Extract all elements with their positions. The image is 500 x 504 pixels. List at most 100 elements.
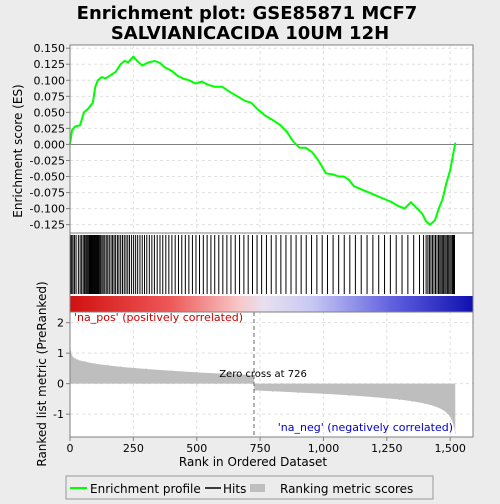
enrichment-point	[207, 83, 209, 86]
enrichment-point	[375, 194, 378, 197]
ranking-point	[272, 390, 274, 392]
enrichment-point	[425, 220, 427, 223]
ranking-point	[221, 372, 223, 375]
legend-ranking-label: Ranking metric scores	[280, 482, 413, 496]
rank-y-tick-label: -1	[53, 408, 64, 421]
ranking-point	[120, 366, 122, 368]
enrichment-point	[250, 101, 253, 104]
enrichment-point	[434, 219, 436, 221]
enrichment-point	[236, 95, 239, 98]
enrichment-point	[271, 119, 274, 121]
enrichment-point	[181, 77, 184, 80]
ranking-point	[71, 356, 74, 358]
es-y-tick-label: -0.050	[30, 171, 65, 184]
ranking-point	[84, 361, 86, 363]
es-y-tick-label: 0.100	[34, 74, 66, 87]
enrichment-point	[114, 71, 117, 73]
enrichment-point	[159, 62, 161, 64]
es-y-tick-label: 0.150	[34, 42, 66, 55]
rank-x-tick-label: 1,500	[434, 442, 466, 455]
enrichment-profile-points	[69, 55, 457, 226]
rank-x-axis-ticks: 0 250 500 750 1,000 1,250 1,500	[67, 437, 466, 455]
es-plot-area	[70, 45, 473, 233]
enrichment-point	[94, 85, 97, 88]
enrichment-point	[360, 188, 363, 191]
ranking-point	[424, 402, 426, 405]
enrichment-point	[141, 64, 144, 67]
es-y-tick-label: -0.100	[30, 203, 65, 216]
ranking-point	[246, 374, 249, 376]
enrichment-point	[332, 173, 335, 176]
enrichment-point	[285, 130, 288, 133]
ranking-point	[107, 364, 109, 366]
enrichment-point	[170, 69, 173, 72]
enrichment-point	[213, 85, 216, 88]
enrichment-point	[396, 204, 398, 207]
ranking-color-strip	[70, 296, 473, 312]
es-y-tick-label: -0.125	[30, 219, 65, 232]
ranked-metric-panel: Zero cross at 726 'na_pos' (positively c…	[35, 281, 474, 469]
enrichment-point	[83, 111, 85, 114]
enrichment-point	[176, 74, 179, 77]
rank-x-tick-label: 750	[250, 442, 271, 455]
enrichment-point	[97, 79, 99, 82]
es-y-axis-ticks: 0.150 0.125 0.100 0.075 0.050 0.025 0.000 -0.02…	[30, 42, 70, 232]
rank-x-tick-label: 500	[186, 442, 207, 455]
enrichment-point	[279, 124, 282, 127]
ranking-point	[450, 418, 453, 420]
enrichment-point	[109, 74, 112, 76]
enrichment-point	[164, 66, 166, 69]
enrichment-point	[292, 140, 294, 143]
enrichment-score-panel: 0.150 0.125 0.100 0.075 0.050 0.025 0.000 -0.02…	[11, 42, 474, 234]
hits-panel	[69, 232, 474, 313]
rank-plot-border	[69, 311, 474, 438]
enrichment-point	[403, 207, 406, 210]
ranking-point	[297, 391, 299, 394]
rank-x-tick-label: 1,000	[308, 442, 340, 455]
enrichment-point	[429, 223, 431, 226]
enrichment-point	[71, 129, 73, 132]
enrichment-point	[127, 61, 130, 64]
neg-correlated-label: 'na_neg' (negatively correlated)	[278, 421, 453, 434]
enrichment-point	[154, 60, 156, 62]
enrichment-point	[391, 201, 393, 204]
enrichment-point	[132, 55, 135, 58]
hits-barcode-lines	[70, 235, 455, 294]
legend-hits-label: Hits	[223, 482, 246, 496]
legend: Enrichment profile Hits Ranking metric s…	[65, 475, 434, 500]
enrichment-point	[79, 124, 81, 127]
ranking-point	[454, 432, 456, 434]
enrichment-point	[86, 108, 89, 110]
ranking-point	[453, 425, 455, 427]
enrichment-point	[200, 80, 203, 83]
legend-enrichment-label: Enrichment profile	[90, 482, 201, 496]
enrichment-point	[123, 60, 126, 62]
enrichment-point	[437, 207, 440, 210]
enrichment-point	[256, 108, 259, 110]
ranking-point	[434, 405, 436, 407]
ranking-point	[77, 359, 79, 361]
enrichment-point	[445, 182, 448, 184]
enrichment-point	[92, 101, 94, 104]
enrichment-point	[228, 91, 231, 93]
ranking-point	[145, 368, 147, 370]
ranking-point	[398, 398, 401, 401]
enrichment-point	[441, 198, 444, 200]
es-y-tick-label: 0.075	[34, 90, 66, 103]
enrichment-point	[325, 172, 327, 175]
enrichment-point	[410, 201, 412, 204]
ranking-point	[441, 408, 444, 411]
enrichment-point	[353, 185, 355, 187]
rank-y-axis-ticks: 2 1 0 -1	[53, 317, 70, 421]
rank-x-axis-label: Rank in Ordered Dataset	[179, 455, 327, 469]
ranking-point	[411, 400, 413, 402]
ranking-point	[196, 371, 198, 373]
rank-x-tick-label: 250	[123, 442, 144, 455]
es-y-tick-label: 0.050	[34, 106, 66, 119]
enrichment-point	[147, 61, 150, 64]
enrichment-point	[449, 169, 451, 171]
enrichment-point	[244, 100, 246, 102]
es-y-tick-label: -0.075	[30, 187, 65, 200]
es-y-tick-label: 0.000	[34, 138, 66, 151]
enrichment-point	[298, 146, 301, 149]
